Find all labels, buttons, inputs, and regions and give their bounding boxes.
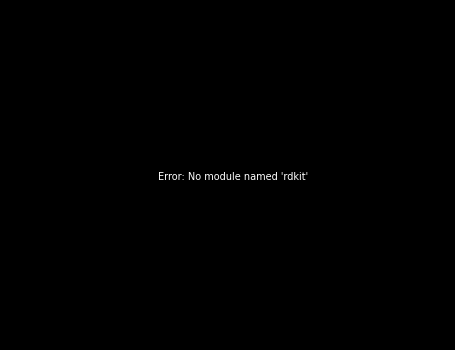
Text: Error: No module named 'rdkit': Error: No module named 'rdkit' xyxy=(158,172,308,182)
